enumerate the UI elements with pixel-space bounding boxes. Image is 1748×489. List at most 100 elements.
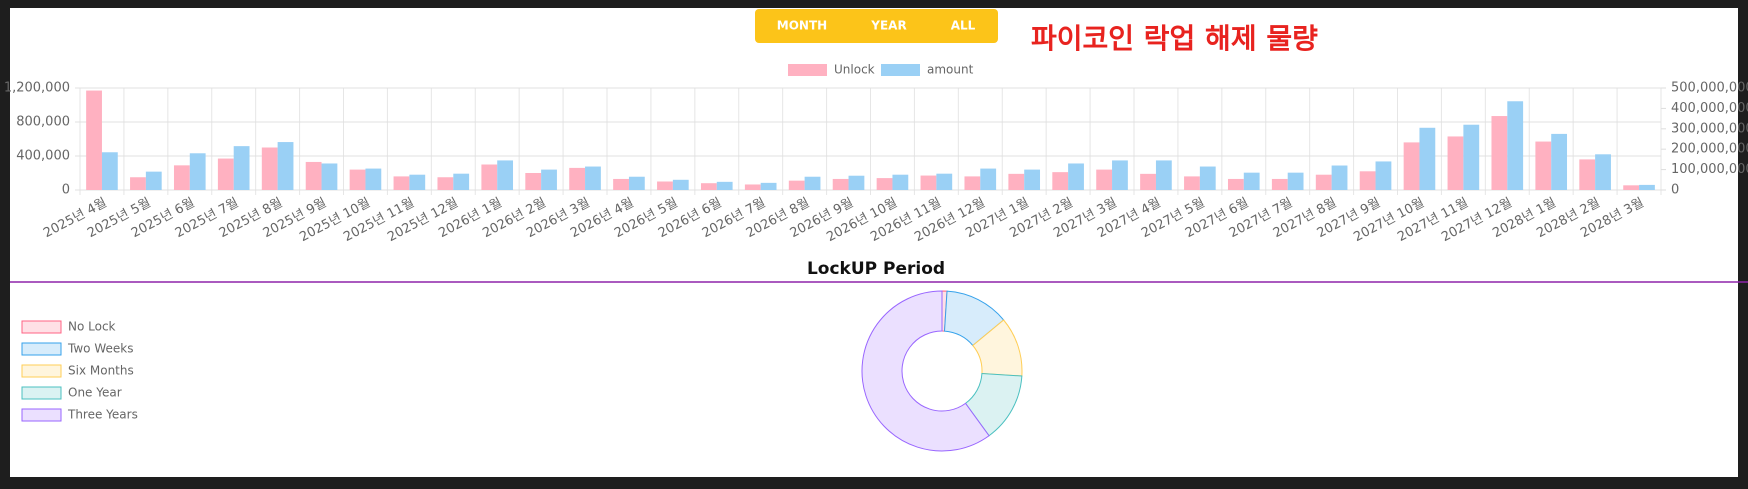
bar [1052, 172, 1069, 190]
bar [1623, 185, 1640, 190]
bar [525, 173, 542, 190]
bar [744, 184, 761, 190]
bar [189, 153, 206, 190]
bar [1155, 160, 1172, 190]
legend-swatch [21, 320, 62, 334]
bar [1096, 169, 1113, 190]
bar [804, 176, 821, 190]
bar [892, 174, 909, 190]
y2-tick-label: 200,000,000 [1671, 142, 1748, 157]
y-tick-label: 0 [62, 183, 70, 198]
bar [1315, 174, 1332, 190]
bar [980, 168, 997, 190]
bar [832, 178, 849, 190]
bar [716, 181, 733, 190]
bar [964, 176, 981, 190]
legend-label: Three Years [67, 408, 138, 422]
y2-tick-label: 100,000,000 [1671, 162, 1748, 177]
y2-tick-label: 400,000,000 [1671, 101, 1748, 116]
bar [848, 175, 865, 190]
bar [365, 168, 382, 190]
y-tick-label: 800,000 [16, 115, 70, 130]
legend-swatch [881, 64, 920, 76]
bar [1331, 165, 1348, 190]
bar [101, 152, 118, 190]
bar [1271, 178, 1288, 190]
bar [1008, 173, 1025, 190]
bar [321, 163, 338, 190]
bar [437, 177, 454, 190]
bar [1375, 161, 1392, 190]
bar [1551, 133, 1568, 190]
bar [409, 174, 426, 190]
y-tick-label: 1,200,000 [4, 81, 70, 96]
legend-swatch [21, 386, 62, 400]
bar [1447, 136, 1464, 190]
bar [672, 179, 689, 190]
bar [876, 178, 893, 190]
bar [1068, 163, 1084, 190]
legend-swatch [21, 364, 62, 378]
bar [145, 171, 162, 190]
bar [569, 167, 586, 190]
legend-label: No Lock [68, 320, 116, 334]
bar [1112, 160, 1128, 190]
bar [277, 142, 294, 190]
heading: 파이코인 락업 해제 물량 [1031, 22, 1318, 55]
legend-label: One Year [68, 386, 122, 400]
bar [130, 177, 146, 190]
bar [261, 147, 278, 190]
legend-swatch [788, 64, 827, 76]
doughnut-segment [861, 290, 990, 452]
bar [1227, 178, 1244, 190]
legend-label: Unlock [834, 63, 875, 77]
bar [936, 173, 953, 190]
bar [585, 166, 601, 190]
bar [233, 146, 250, 190]
bar [1140, 173, 1156, 190]
button-group [755, 9, 998, 43]
bar [788, 180, 805, 190]
bar [305, 161, 322, 190]
button[interactable]: MONTH [777, 19, 827, 33]
bar [760, 182, 777, 190]
bar [1639, 184, 1655, 190]
bar [657, 181, 673, 190]
bar [1199, 166, 1216, 190]
y-tick-label: 400,000 [16, 149, 70, 164]
bar [1491, 116, 1508, 190]
y2-tick-label: 500,000,000 [1671, 81, 1748, 96]
bar [1243, 172, 1260, 190]
bar [1403, 142, 1420, 190]
bar [1535, 141, 1552, 190]
bar [173, 165, 190, 190]
y2-tick-label: 300,000,000 [1671, 121, 1748, 136]
bar [497, 160, 514, 190]
button[interactable]: ALL [951, 19, 976, 33]
bar [1024, 169, 1041, 190]
y2-tick-label: 0 [1671, 183, 1679, 198]
bar [217, 158, 234, 190]
bar [1507, 101, 1524, 190]
bar [1463, 124, 1480, 190]
bar [1359, 171, 1376, 190]
bar [1579, 159, 1596, 190]
bar [349, 169, 366, 190]
legend-swatch [21, 342, 62, 356]
button[interactable]: YEAR [870, 19, 906, 33]
chart-title: LockUP Period [807, 259, 945, 279]
bar [700, 183, 717, 190]
bar [541, 169, 557, 190]
bar [613, 178, 629, 190]
bar [86, 90, 102, 190]
legend-label: Six Months [68, 364, 134, 378]
bar [453, 173, 470, 190]
bar [628, 176, 645, 190]
legend-swatch [21, 408, 62, 422]
legend-label: amount [927, 63, 974, 77]
bar [920, 175, 937, 190]
bar [1419, 127, 1436, 190]
bar [1287, 172, 1304, 190]
